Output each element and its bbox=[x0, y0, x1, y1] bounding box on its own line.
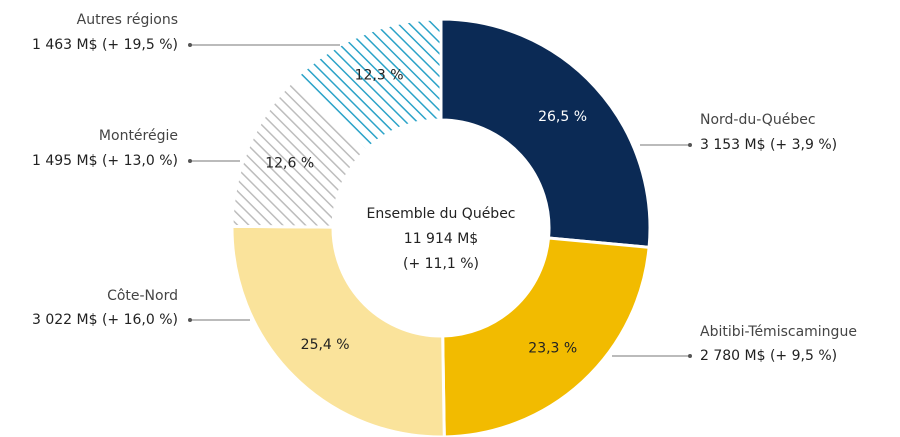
amount-label: 1 495 M$ (+ 13,0 %) bbox=[32, 153, 178, 169]
amount-label: 1 463 M$ (+ 19,5 %) bbox=[32, 37, 178, 53]
leader-dot bbox=[688, 354, 692, 358]
category-label: Montérégie bbox=[99, 128, 178, 144]
slice bbox=[293, 17, 443, 153]
category-label: Autres régions bbox=[77, 12, 178, 28]
leader-dot bbox=[188, 43, 192, 47]
leader-dot bbox=[188, 318, 192, 322]
value-label: 12,6 % bbox=[265, 155, 314, 171]
center-total: 11 914 M$ bbox=[404, 231, 478, 247]
slice bbox=[439, 17, 652, 249]
value-label: 23,3 % bbox=[528, 341, 577, 357]
amount-label: 2 780 M$ (+ 9,5 %) bbox=[700, 348, 837, 364]
category-label: Nord-du-Québec bbox=[700, 112, 816, 128]
value-label: 25,4 % bbox=[301, 337, 350, 353]
amount-label: 3 153 M$ (+ 3,9 %) bbox=[700, 137, 837, 153]
value-label: 26,5 % bbox=[538, 109, 587, 125]
slice bbox=[230, 224, 446, 437]
center-title: Ensemble du Québec bbox=[366, 206, 515, 222]
category-label: Abitibi-Témiscamingue bbox=[700, 324, 857, 340]
leader-dot bbox=[188, 159, 192, 163]
leader-dot bbox=[688, 143, 692, 147]
amount-label: 3 022 M$ (+ 16,0 %) bbox=[32, 312, 178, 328]
category-label: Côte-Nord bbox=[107, 288, 178, 304]
center-growth: (+ 11,1 %) bbox=[403, 256, 479, 272]
value-label: 12,3 % bbox=[355, 68, 404, 84]
slice bbox=[441, 236, 651, 437]
